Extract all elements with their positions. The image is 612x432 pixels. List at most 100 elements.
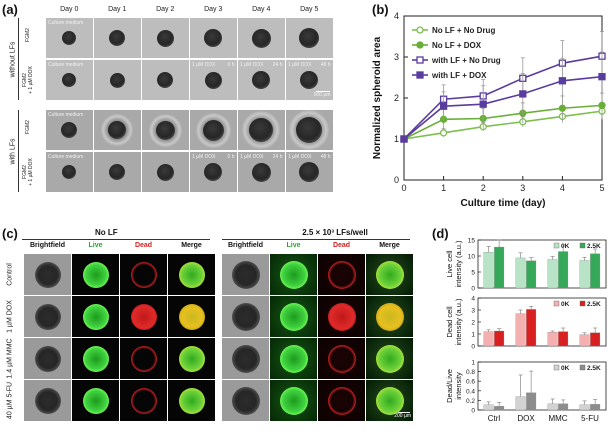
spheroid-stain [34, 303, 61, 330]
fluorescence-tile [24, 296, 71, 337]
bar [526, 392, 537, 411]
bar [579, 404, 590, 411]
day-header: Day 0 [60, 6, 79, 13]
micrograph-tile [142, 60, 189, 100]
micrograph-tile [94, 152, 141, 192]
spheroid-stain [279, 386, 308, 415]
legend-marker [416, 41, 424, 49]
series-line [403, 55, 603, 140]
spheroid-stain [130, 303, 157, 330]
row-label: Control [6, 263, 14, 286]
bar [526, 309, 537, 347]
spheroid-stain [178, 387, 205, 414]
fluorescence-tile [222, 296, 269, 337]
y-tick-label: 4 [471, 296, 475, 303]
micrograph-tile [190, 110, 237, 150]
spheroid-stain [327, 260, 356, 289]
series-line [403, 104, 603, 140]
image-label-dox: 1 µM DOX [240, 62, 264, 68]
group-bracket [18, 110, 19, 192]
spheroid-stain [130, 387, 157, 414]
x-tick-label: 0 [401, 183, 406, 193]
legend-label: 0K [561, 243, 570, 250]
y-tick-label: 2 [394, 93, 399, 103]
y-tick-label: 0 [471, 286, 475, 293]
group-label-with-lfs: with LFs [9, 138, 17, 165]
spheroid-stain [279, 260, 308, 289]
fluorescence-tile [72, 296, 119, 337]
y-tick-label: 15 [468, 238, 476, 245]
bar [558, 251, 569, 289]
image-label-culture-medium: Culture medium [48, 154, 84, 160]
fluorescence-tile [168, 380, 215, 421]
column-header: Brightfield [228, 242, 263, 249]
scale-bar-label: 500 µm [313, 92, 331, 98]
row-label: FGM2 [25, 120, 31, 134]
bar [590, 253, 601, 289]
spheroid [251, 28, 271, 48]
fluorescence-tile [168, 338, 215, 379]
y-tick-label: 3 [394, 52, 399, 62]
bar [526, 260, 537, 289]
legend-swatch [553, 300, 560, 307]
data-point [558, 104, 567, 112]
spheroid-stain [82, 261, 109, 288]
y-tick-label: 0.8 [466, 369, 475, 376]
data-point [400, 135, 408, 143]
spheroid-stain [82, 303, 109, 330]
spheroid [204, 71, 222, 89]
micrograph-tile [286, 110, 333, 150]
fluorescence-tile [366, 296, 413, 337]
spheroid-stain [34, 387, 61, 414]
x-tick-label: Ctrl [488, 414, 501, 423]
micrograph-tile [94, 60, 141, 100]
bar [558, 403, 569, 411]
y-tick-label: 0.4 [466, 388, 475, 395]
column-header: Dead [134, 242, 153, 249]
spheroid-stain [82, 387, 109, 414]
legend-marker [416, 26, 424, 34]
bar [547, 403, 558, 411]
bar [515, 257, 526, 289]
column-header: Live [88, 242, 103, 249]
fluorescence-tile [270, 338, 317, 379]
spheroid-stain [327, 344, 356, 373]
data-point [479, 100, 487, 108]
micrograph-tile [238, 18, 285, 58]
row-label: FGM2 [25, 28, 31, 42]
image-label-time: 24 h [272, 154, 283, 160]
day-header: Day 1 [108, 6, 127, 13]
legend-swatch [579, 300, 586, 307]
spheroid-stain [327, 302, 356, 331]
panel-c-divider-right [222, 239, 410, 240]
fluorescence-tile [120, 254, 167, 295]
spheroid [251, 162, 271, 182]
micrograph-tile: 1 µM DOX 48 h [286, 152, 333, 192]
spheroid [204, 163, 223, 181]
fluorescence-tile [270, 296, 317, 337]
spheroid-stain [279, 344, 308, 373]
image-label-culture-medium: Culture medium [48, 112, 84, 118]
image-label-dox: 1 µM DOX [240, 154, 264, 160]
data-point [439, 102, 448, 110]
bar [579, 334, 590, 347]
micrograph-tile: Culture medium [46, 152, 93, 192]
image-label-dox: 1 µM DOX [192, 154, 216, 160]
data-point [519, 90, 527, 98]
spheroid [62, 73, 77, 87]
spheroid-stain [375, 260, 404, 289]
image-label-culture-medium: Culture medium [48, 20, 84, 26]
fluorescence-tile [120, 380, 167, 421]
spheroid-stain [231, 260, 260, 289]
y-tick-label: 10 [468, 254, 476, 261]
x-axis-label: Culture time (day) [460, 198, 545, 209]
x-tick-label: MMC [548, 414, 567, 423]
legend-label: 2.5K [587, 365, 601, 372]
scale-bar [315, 91, 330, 92]
micrograph-tile: Culture medium [46, 18, 93, 58]
data-point [558, 77, 567, 85]
fluorescence-tile [120, 338, 167, 379]
micrograph-tile: 1 µM DOX 24 h [238, 60, 285, 100]
fluorescence-tile [318, 254, 365, 295]
micrograph-tile [94, 110, 141, 150]
